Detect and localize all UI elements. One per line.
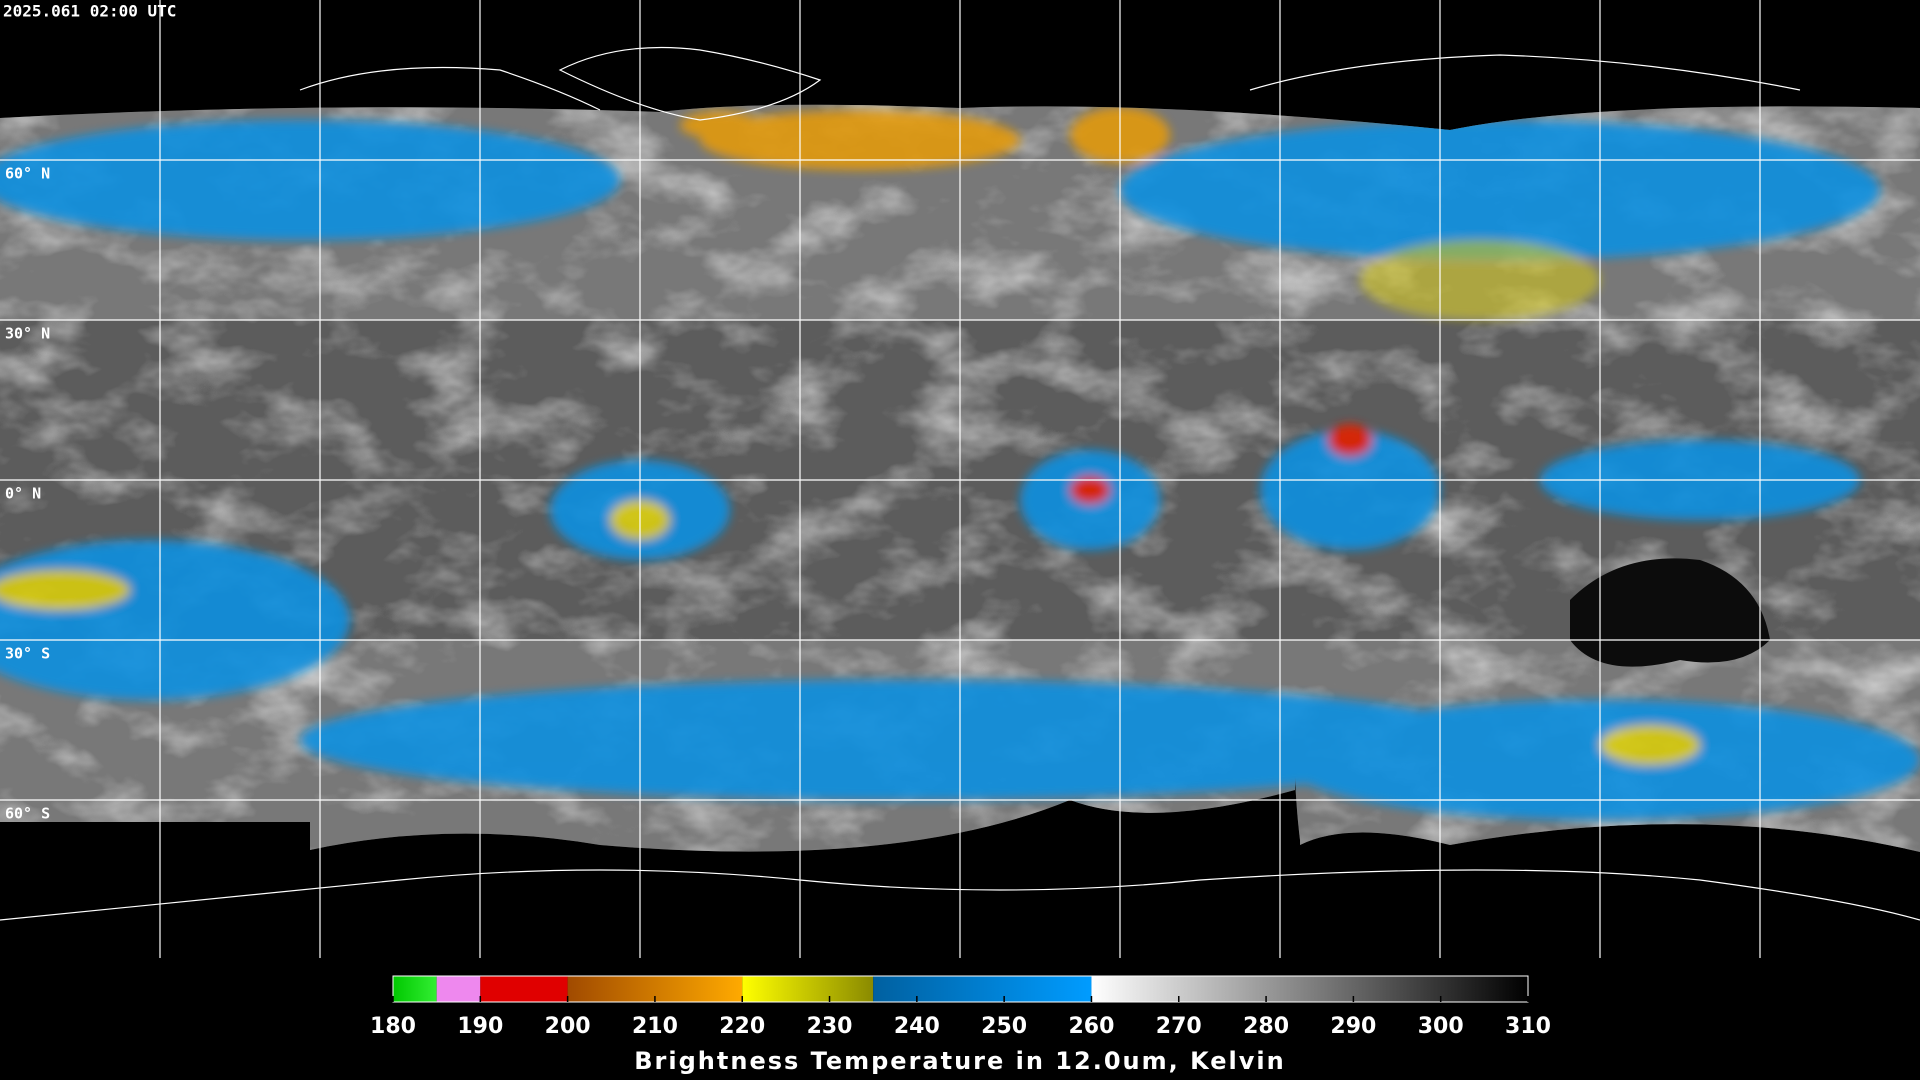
colorbar-tick-label: 260 (1068, 1014, 1114, 1039)
lat-label: 30° S (5, 645, 50, 663)
colorbar-tick-label: 240 (894, 1014, 940, 1039)
colorbar-segment (742, 976, 874, 1002)
colorbar-segment (480, 976, 568, 1002)
colorbar-tick-label: 220 (719, 1014, 765, 1039)
colorbar-tick-label: 280 (1243, 1014, 1289, 1039)
lat-label: 30° N (5, 325, 50, 343)
colorbar-segment (436, 976, 481, 1002)
colorbar-tick-label: 180 (370, 1014, 416, 1039)
colorbar-tick-label: 210 (632, 1014, 678, 1039)
colorbar-tick-label: 270 (1156, 1014, 1202, 1039)
colorbar-tick-label: 190 (457, 1014, 503, 1039)
colorbar-tick-label: 250 (981, 1014, 1027, 1039)
lat-label: 0° N (5, 485, 41, 503)
colorbar-segment (1091, 976, 1528, 1002)
lat-label: 60° N (5, 165, 50, 183)
graticule: 60° N 30° N 0° N 30° S 60° S (0, 0, 1920, 958)
colorbar-tick-label: 200 (545, 1014, 591, 1039)
timestamp: 2025.061 02:00 UTC (3, 2, 176, 21)
colorbar-segment (873, 976, 1092, 1002)
colorbar-title: Brightness Temperature in 12.0um, Kelvin (634, 1047, 1285, 1075)
colorbar-tick-label: 290 (1330, 1014, 1376, 1039)
colorbar: 180 190 200 210 220 230 240 250 260 270 280 290 300 3… (370, 975, 1551, 1039)
colorbar-tick-label: 300 (1418, 1014, 1464, 1039)
colorbar-tick-label: 310 (1505, 1014, 1551, 1039)
lat-label: 60° S (5, 805, 50, 823)
colorbar-tick-label: 230 (807, 1014, 853, 1039)
colorbar-segment (393, 976, 437, 1002)
colorbar-border (392, 975, 1529, 1003)
coastlines (0, 46, 1920, 921)
